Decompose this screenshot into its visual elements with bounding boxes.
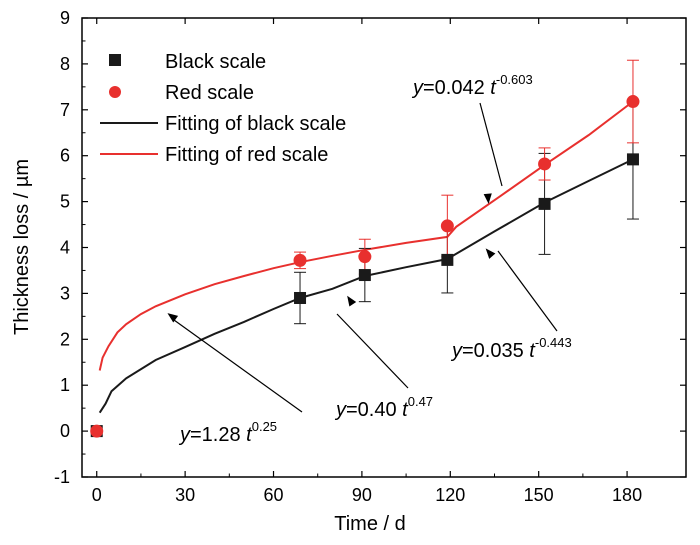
equation-black-mid-fit-t: t <box>402 399 409 421</box>
data-point-1-2 <box>358 250 372 264</box>
fit-line-1 <box>98 100 634 371</box>
equation-red-early-fit: y=1.28 t0.25 <box>178 419 277 446</box>
equation-black-late-fit-coef: =0.035 <box>462 340 529 362</box>
x-tick-label-5: 150 <box>524 485 554 505</box>
equation-black-late-fit-y: y <box>450 340 463 362</box>
equation-black-mid-fit-exp: 0.47 <box>408 394 433 409</box>
equation-black-mid-fit-y: y <box>334 399 347 421</box>
equation-red-late-fit-coef: =0.042 <box>423 77 490 99</box>
y-axis: -1 0 1 2 3 4 5 6 7 8 9 <box>54 8 686 487</box>
arrow-line-black-late-fit <box>497 250 558 332</box>
arrow-line-black-mid-fit <box>336 313 409 389</box>
equation-red-early-fit-exp: 0.25 <box>252 419 277 434</box>
equation-red-late-fit: y=0.042 t-0.603 <box>411 72 533 99</box>
arrow-line-red-late-fit <box>479 102 503 187</box>
x-tick-label-4: 120 <box>435 485 465 505</box>
fit-equations: y=0.042 t-0.603 y=1.28 t0.25 y=0.40 t0.4… <box>167 72 572 446</box>
fit-curves <box>98 100 634 414</box>
arrow-head-2 <box>347 295 357 307</box>
equation-red-early-fit-coef: =1.28 <box>190 424 246 446</box>
equation-red-late-fit-exp: -0.603 <box>496 72 533 87</box>
x-axis-label: Time / d <box>334 513 406 535</box>
equation-red-late-fit-y: y <box>411 77 424 99</box>
equation-red-late-fit-t: t <box>490 77 497 99</box>
y-tick-label-8: 7 <box>60 100 70 120</box>
arrow-head-3 <box>485 248 496 259</box>
data-point-0-2 <box>358 269 371 282</box>
x-axis: 0 30 60 90 120 150 180 <box>92 18 642 505</box>
data-point-0-5 <box>626 153 639 166</box>
data-point-0-3 <box>441 253 454 266</box>
data-point-1-1 <box>293 253 307 267</box>
equation-black-mid-fit: y=0.40 t0.47 <box>334 394 433 421</box>
y-axis-label: Thickness loss / µm <box>11 159 33 335</box>
arrow-head-0 <box>483 193 492 204</box>
arrow-line-red-early-fit <box>173 319 303 413</box>
legend-black-fit-label: Fitting of black scale <box>165 113 346 135</box>
equation-black-mid-fit-coef: =0.40 <box>346 399 402 421</box>
x-tick-label-0: 0 <box>92 485 102 505</box>
x-tick-label-1: 30 <box>175 485 195 505</box>
legend-black-scale-label: Black scale <box>165 51 266 73</box>
y-tick-label-4: 3 <box>60 283 70 303</box>
y-tick-label-9: 8 <box>60 54 70 74</box>
equation-black-late-fit-exp: -0.443 <box>535 335 572 350</box>
y-tick-label-3: 2 <box>60 329 70 349</box>
data-point-0-1 <box>294 291 307 304</box>
y-tick-label-0: -1 <box>54 467 70 487</box>
y-tick-label-7: 6 <box>60 146 70 166</box>
arrow-head-1 <box>167 313 179 323</box>
y-tick-label-10: 9 <box>60 8 70 28</box>
data-point-1-5 <box>626 95 640 109</box>
equation-red-early-fit-t: t <box>246 424 253 446</box>
x-tick-label-2: 60 <box>263 485 283 505</box>
data-point-1-3 <box>440 219 454 233</box>
legend-red-fit-label: Fitting of red scale <box>165 144 328 166</box>
legend-red-scale-label: Red scale <box>165 82 254 104</box>
equation-red-early-fit-y: y <box>178 424 191 446</box>
legend-black-scale-marker <box>109 54 121 66</box>
y-tick-label-6: 5 <box>60 192 70 212</box>
x-tick-label-3: 90 <box>352 485 372 505</box>
legend: Black scale Red scale Fitting of black s… <box>100 51 346 166</box>
data-point-1-4 <box>538 157 552 171</box>
y-tick-label-5: 4 <box>60 238 70 258</box>
data-markers <box>90 95 640 438</box>
y-tick-label-1: 0 <box>60 421 70 441</box>
equation-black-late-fit: y=0.035 t-0.443 <box>450 335 572 362</box>
legend-red-scale-marker <box>109 86 121 98</box>
x-tick-label-6: 180 <box>612 485 642 505</box>
data-point-0-4 <box>538 197 551 210</box>
fit-line-0 <box>98 158 634 414</box>
data-point-1-0 <box>90 424 104 438</box>
equation-black-late-fit-t: t <box>529 340 536 362</box>
y-tick-label-2: 1 <box>60 375 70 395</box>
